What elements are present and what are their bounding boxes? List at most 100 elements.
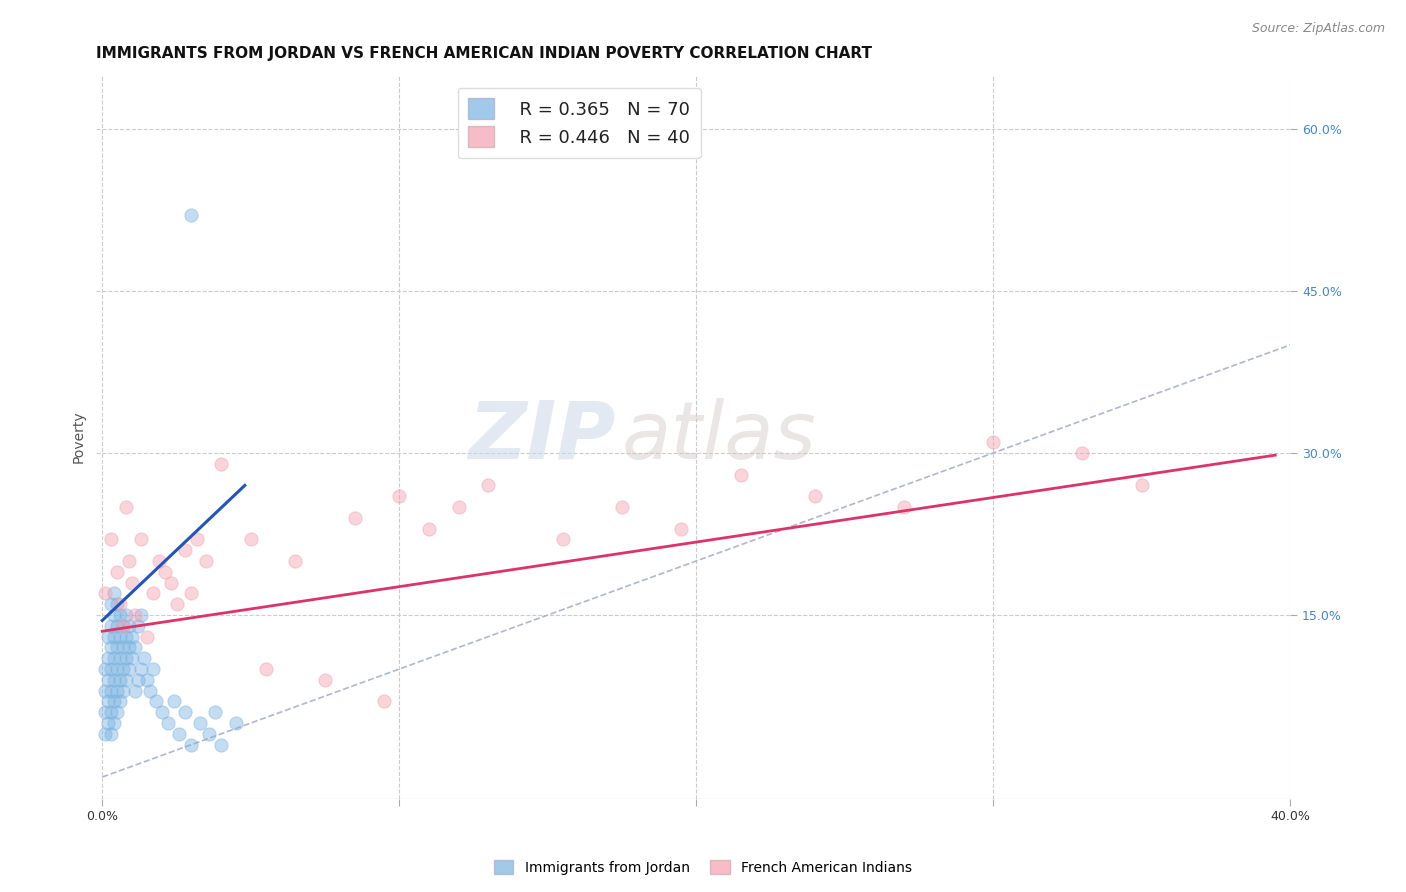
Point	[135, 673, 157, 687]
Point	[124, 640, 146, 655]
Point	[103, 716, 125, 731]
Point	[198, 727, 221, 741]
Point	[169, 727, 191, 741]
Point	[148, 554, 170, 568]
Point	[97, 673, 120, 687]
Legend:   R = 0.365   N = 70,   R = 0.446   N = 40: R = 0.365 N = 70, R = 0.446 N = 40	[457, 87, 700, 158]
Point	[103, 586, 125, 600]
Point	[188, 716, 211, 731]
Point	[94, 727, 117, 741]
Point	[132, 651, 155, 665]
Point	[97, 694, 120, 708]
Point	[97, 651, 120, 665]
Point	[100, 597, 122, 611]
Point	[115, 630, 138, 644]
Point	[118, 554, 141, 568]
Point	[135, 630, 157, 644]
Point	[103, 651, 125, 665]
Text: ZIP: ZIP	[468, 398, 616, 475]
Point	[186, 533, 208, 547]
Point	[112, 683, 135, 698]
Point	[129, 533, 152, 547]
Point	[129, 662, 152, 676]
Point	[105, 565, 128, 579]
Text: atlas: atlas	[621, 398, 817, 475]
Point	[112, 619, 135, 633]
Point	[100, 727, 122, 741]
Point	[108, 694, 131, 708]
Point	[94, 662, 117, 676]
Point	[174, 705, 197, 719]
Point	[118, 640, 141, 655]
Legend: Immigrants from Jordan, French American Indians: Immigrants from Jordan, French American …	[488, 855, 918, 880]
Point	[108, 651, 131, 665]
Y-axis label: Poverty: Poverty	[72, 410, 86, 463]
Point	[108, 607, 131, 622]
Point	[118, 619, 141, 633]
Point	[105, 640, 128, 655]
Point	[150, 705, 173, 719]
Point	[142, 586, 165, 600]
Point	[174, 543, 197, 558]
Point	[94, 705, 117, 719]
Point	[447, 500, 470, 514]
Point	[94, 683, 117, 698]
Point	[103, 673, 125, 687]
Point	[94, 586, 117, 600]
Point	[121, 575, 143, 590]
Point	[239, 533, 262, 547]
Point	[124, 607, 146, 622]
Point	[162, 694, 184, 708]
Point	[100, 683, 122, 698]
Point	[97, 716, 120, 731]
Point	[129, 607, 152, 622]
Point	[112, 619, 135, 633]
Point	[209, 738, 232, 752]
Point	[314, 673, 336, 687]
Point	[115, 607, 138, 622]
Point	[284, 554, 307, 568]
Point	[105, 683, 128, 698]
Point	[551, 533, 574, 547]
Point	[108, 630, 131, 644]
Point	[373, 694, 395, 708]
Point	[343, 510, 366, 524]
Point	[156, 716, 179, 731]
Point	[108, 673, 131, 687]
Point	[100, 640, 122, 655]
Point	[180, 738, 202, 752]
Point	[105, 662, 128, 676]
Point	[159, 575, 181, 590]
Point	[418, 522, 440, 536]
Point	[103, 607, 125, 622]
Point	[730, 467, 752, 482]
Point	[112, 640, 135, 655]
Point	[121, 651, 143, 665]
Point	[112, 662, 135, 676]
Point	[477, 478, 499, 492]
Point	[180, 586, 202, 600]
Point	[254, 662, 277, 676]
Point	[118, 662, 141, 676]
Point	[100, 705, 122, 719]
Point	[115, 500, 138, 514]
Point	[105, 619, 128, 633]
Point	[103, 694, 125, 708]
Point	[103, 630, 125, 644]
Point	[142, 662, 165, 676]
Point	[127, 619, 149, 633]
Point	[100, 533, 122, 547]
Text: IMMIGRANTS FROM JORDAN VS FRENCH AMERICAN INDIAN POVERTY CORRELATION CHART: IMMIGRANTS FROM JORDAN VS FRENCH AMERICA…	[97, 46, 872, 62]
Point	[127, 673, 149, 687]
Point	[388, 489, 411, 503]
Point	[804, 489, 827, 503]
Point	[180, 208, 202, 222]
Point	[105, 705, 128, 719]
Point	[100, 619, 122, 633]
Point	[105, 597, 128, 611]
Point	[195, 554, 218, 568]
Point	[115, 673, 138, 687]
Point	[121, 630, 143, 644]
Text: Source: ZipAtlas.com: Source: ZipAtlas.com	[1251, 22, 1385, 36]
Point	[108, 597, 131, 611]
